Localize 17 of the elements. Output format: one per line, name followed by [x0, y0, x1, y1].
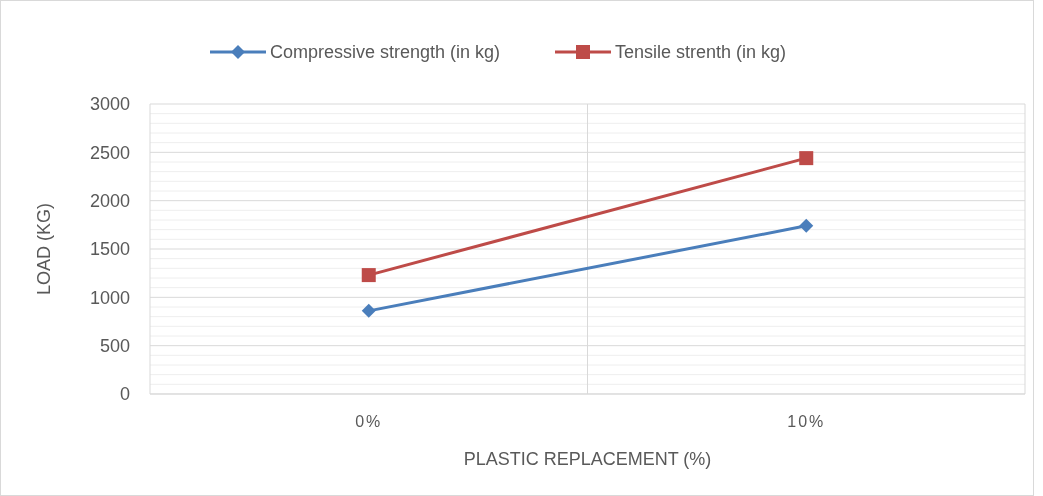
point [799, 151, 814, 166]
point [361, 303, 376, 318]
legend-label: Tensile strenth (in kg) [615, 42, 787, 63]
point [799, 218, 814, 233]
y-tick-label: 0 [119, 384, 130, 405]
x-tick-label: 10% [787, 413, 826, 430]
y-tick-label: 1000 [89, 287, 130, 308]
y-tick-label: 1500 [89, 239, 130, 260]
y-tick-label: 2000 [89, 190, 130, 211]
y-tick-label: 3000 [89, 94, 130, 115]
legend-label: Compressive strength (in kg) [270, 42, 501, 63]
x-tick-label: 0% [355, 413, 383, 430]
y-axis-title: LOAD (KG) [34, 202, 54, 296]
y-tick-label: 2500 [89, 142, 130, 163]
y-tick-label: 500 [99, 335, 130, 356]
x-axis-title: PLASTIC REPLACEMENT (%) [463, 449, 712, 469]
point [361, 268, 376, 283]
